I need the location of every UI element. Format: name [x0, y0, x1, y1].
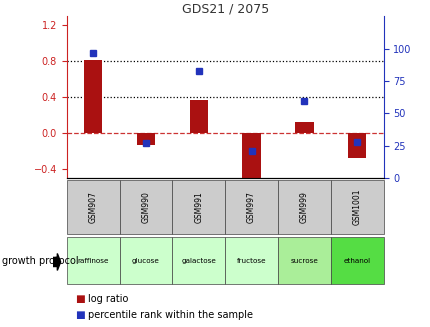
Text: GSM991: GSM991 — [194, 191, 203, 223]
Text: growth protocol: growth protocol — [2, 256, 79, 266]
Text: percentile rank within the sample: percentile rank within the sample — [88, 310, 253, 319]
Bar — [189, 100, 208, 133]
Text: sucrose: sucrose — [290, 258, 318, 264]
Bar — [136, 133, 155, 145]
Bar — [295, 122, 313, 133]
Text: GSM997: GSM997 — [246, 191, 255, 223]
Title: GDS21 / 2075: GDS21 / 2075 — [181, 2, 268, 15]
Text: ■: ■ — [75, 294, 85, 304]
Text: GSM999: GSM999 — [299, 191, 308, 223]
FancyArrow shape — [52, 253, 61, 270]
Text: GSM907: GSM907 — [89, 191, 98, 223]
Text: raffinose: raffinose — [77, 258, 109, 264]
Text: GSM1001: GSM1001 — [352, 189, 361, 225]
Text: galactose: galactose — [181, 258, 216, 264]
Text: glucose: glucose — [132, 258, 160, 264]
Bar — [347, 133, 366, 159]
Text: log ratio: log ratio — [88, 294, 129, 304]
Bar — [84, 60, 102, 133]
Text: ethanol: ethanol — [343, 258, 370, 264]
Text: GSM990: GSM990 — [141, 191, 150, 223]
Text: fructose: fructose — [236, 258, 266, 264]
Bar — [242, 133, 260, 178]
Text: ■: ■ — [75, 310, 85, 319]
